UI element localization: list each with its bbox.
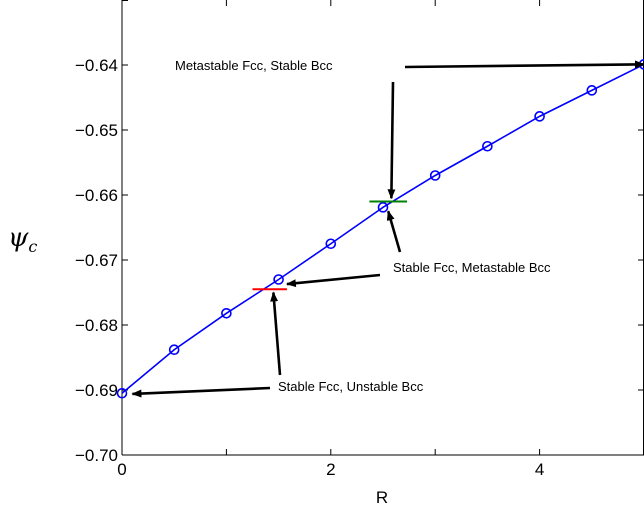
y-tick-label: −0.69 (75, 381, 118, 400)
series (116, 59, 644, 399)
x-tick-label: 0 (117, 460, 126, 479)
data-point (429, 170, 441, 181)
x-tick-label: 4 (535, 460, 544, 479)
y-tick-label: −0.64 (75, 56, 118, 75)
annotation-arrow (386, 210, 402, 253)
y-tick-label: −0.66 (75, 186, 118, 205)
x-tick-label: 2 (326, 460, 335, 479)
annotation-arrow (270, 291, 282, 376)
data-point (377, 202, 389, 213)
data-point (273, 274, 284, 285)
series-line (121, 63, 644, 394)
annotation-text: Stable Fcc, Unstable Bcc (278, 379, 424, 394)
y-tick-label: −0.65 (75, 121, 118, 140)
y-tick-label: −0.70 (75, 446, 118, 465)
x-ticks: 0 2 4 (117, 0, 644, 479)
annotation-arrow (285, 273, 381, 288)
phase-markers (252, 200, 408, 291)
y-tick-label: −0.67 (75, 251, 118, 270)
data-point (116, 387, 128, 399)
annotation-arrow (387, 81, 396, 200)
annotations: Metastable Fcc, Stable Bcc Stable Fcc, Me… (131, 58, 644, 398)
annotation-text: Metastable Fcc, Stable Bcc (175, 58, 333, 73)
y-ticks: −0.70 −0.69 −0.68 −0.67 −0.66 −0.65 −0.64 (75, 0, 644, 465)
y-axis-label: ψc (8, 223, 37, 256)
annotation-arrow (404, 60, 644, 69)
data-point (325, 238, 337, 250)
x-axis-label: R (376, 488, 388, 507)
annotation-text: Stable Fcc, Metastable Bcc (393, 260, 551, 275)
data-point (221, 307, 232, 319)
y-axis-subscript: c (28, 237, 37, 256)
data-point (168, 344, 180, 356)
data-point (482, 140, 493, 152)
annotation-arrow (131, 386, 271, 398)
y-tick-label: −0.68 (75, 316, 118, 335)
data-point (586, 85, 598, 96)
y-axis-symbol: ψ (8, 223, 29, 253)
data-point (534, 111, 545, 122)
